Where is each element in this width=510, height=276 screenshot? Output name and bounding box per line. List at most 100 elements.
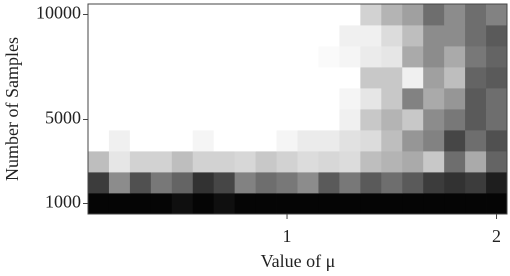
heatmap-cell bbox=[129, 46, 152, 68]
heatmap-cell bbox=[297, 193, 319, 215]
heatmap-cell bbox=[339, 4, 361, 26]
heatmap-cell bbox=[171, 151, 194, 173]
heatmap-cell bbox=[192, 130, 215, 152]
heatmap-cell bbox=[88, 25, 110, 47]
heatmap-cell bbox=[150, 4, 173, 26]
heatmap-cell bbox=[444, 172, 466, 194]
heatmap-cell bbox=[297, 130, 319, 152]
heatmap-cell bbox=[213, 88, 236, 110]
heatmap-cell bbox=[423, 25, 445, 47]
heatmap-cell bbox=[171, 25, 194, 47]
heatmap-cell bbox=[213, 46, 236, 68]
heatmap-cell bbox=[129, 151, 152, 173]
heatmap-cell bbox=[276, 193, 298, 215]
heatmap-cell bbox=[129, 88, 152, 110]
heatmap-cell bbox=[297, 4, 319, 26]
heatmap-cell bbox=[234, 130, 256, 152]
heatmap-cell bbox=[234, 25, 256, 47]
heatmap-cell bbox=[360, 67, 382, 89]
heatmap-cell bbox=[360, 25, 382, 47]
heatmap-cell bbox=[276, 67, 298, 89]
heatmap-cell bbox=[129, 109, 152, 131]
heatmap-cell bbox=[486, 193, 508, 215]
heatmap-cell bbox=[255, 67, 277, 89]
heatmap-cell bbox=[465, 130, 487, 152]
heatmap-cell bbox=[402, 151, 424, 173]
heatmap-cell bbox=[276, 88, 298, 110]
heatmap-cell bbox=[381, 4, 403, 26]
heatmap-cell bbox=[486, 88, 508, 110]
heatmap-cell bbox=[339, 88, 361, 110]
heatmap-cell bbox=[423, 172, 445, 194]
y-axis-label: Number of Samples bbox=[2, 37, 22, 181]
heatmap-cell bbox=[486, 130, 508, 152]
heatmap-cell bbox=[360, 193, 382, 215]
heatmap-cell bbox=[255, 25, 277, 47]
heatmap-cell bbox=[318, 67, 340, 89]
heatmap-cell bbox=[171, 130, 194, 152]
heatmap-cell bbox=[318, 46, 340, 68]
heatmap-cell bbox=[465, 151, 487, 173]
heatmap-cell bbox=[171, 109, 194, 131]
heatmap-cell bbox=[171, 46, 194, 68]
heatmap-cell bbox=[444, 88, 466, 110]
heatmap-cell bbox=[213, 193, 236, 215]
heatmap-cell bbox=[150, 88, 173, 110]
heatmap-cell bbox=[402, 109, 424, 131]
heatmap-cell bbox=[444, 109, 466, 131]
heatmap-cell bbox=[234, 88, 256, 110]
heatmap-cell bbox=[444, 193, 466, 215]
heatmap-cell bbox=[150, 172, 173, 194]
heatmap-cell bbox=[213, 67, 236, 89]
heatmap-cell bbox=[108, 172, 131, 194]
heatmap-cell bbox=[297, 25, 319, 47]
heatmap-cell bbox=[150, 193, 173, 215]
heatmap-cell bbox=[234, 193, 256, 215]
heatmap-cell bbox=[192, 193, 215, 215]
heatmap-cell bbox=[108, 109, 131, 131]
heatmap-cell bbox=[88, 67, 110, 89]
heatmap-cell bbox=[465, 193, 487, 215]
heatmap-cell bbox=[339, 172, 361, 194]
heatmap-cell bbox=[360, 46, 382, 68]
heatmap-cell bbox=[297, 151, 319, 173]
heatmap-cell bbox=[255, 88, 277, 110]
heatmap-cell bbox=[381, 25, 403, 47]
heatmap-cell bbox=[423, 193, 445, 215]
heatmap-cell bbox=[150, 67, 173, 89]
heatmap-cell bbox=[444, 4, 466, 26]
heatmap-cell bbox=[297, 67, 319, 89]
heatmap-cell bbox=[150, 25, 173, 47]
heatmap-cell bbox=[423, 109, 445, 131]
heatmap-cell bbox=[360, 151, 382, 173]
heatmap-cell bbox=[192, 67, 215, 89]
heatmap-cell bbox=[192, 172, 215, 194]
heatmap-cell bbox=[486, 67, 508, 89]
heatmap-cell bbox=[339, 151, 361, 173]
heatmap-cell bbox=[88, 130, 110, 152]
heatmap-cell bbox=[192, 25, 215, 47]
heatmap-cell bbox=[339, 109, 361, 131]
heatmap-cell bbox=[423, 151, 445, 173]
heatmap-cell bbox=[444, 46, 466, 68]
heatmap-cell bbox=[213, 172, 236, 194]
heatmap-cell bbox=[108, 67, 131, 89]
heatmap-cell bbox=[192, 4, 215, 26]
heatmap-cell bbox=[381, 172, 403, 194]
heatmap-cell bbox=[171, 88, 194, 110]
heatmap-cell bbox=[88, 193, 110, 215]
heatmap-cell bbox=[171, 4, 194, 26]
heatmap-cell bbox=[318, 88, 340, 110]
heatmap-cell bbox=[381, 46, 403, 68]
y-tick-label: 10000 bbox=[36, 3, 81, 23]
heatmap-cell bbox=[339, 46, 361, 68]
heatmap-cell bbox=[171, 193, 194, 215]
heatmap-cell bbox=[171, 172, 194, 194]
heatmap-cell bbox=[465, 4, 487, 26]
heatmap-cell bbox=[339, 193, 361, 215]
y-tick-label: 5000 bbox=[45, 108, 81, 128]
heatmap-cell bbox=[108, 46, 131, 68]
heatmap-cell bbox=[276, 4, 298, 26]
heatmap-cell bbox=[423, 130, 445, 152]
